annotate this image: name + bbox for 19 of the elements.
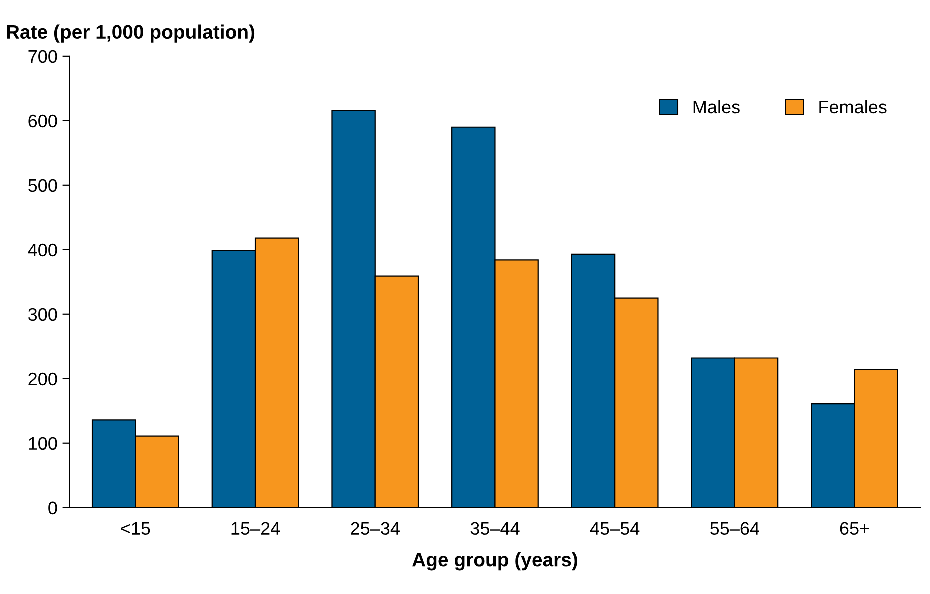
x-tick-label: 25–34	[351, 522, 400, 536]
x-tick-label: <15	[121, 522, 150, 536]
x-tick-label: 55–64	[710, 522, 760, 536]
legend-label: Males	[694, 100, 740, 114]
y-tick-label: 0	[48, 502, 58, 515]
x-axis-title: Age group (years)	[412, 552, 578, 571]
y-tick-label: 200	[28, 372, 58, 386]
y-tick-label: 700	[28, 50, 58, 64]
x-tick-label: 15–24	[232, 522, 280, 536]
legend-label: Females	[820, 100, 887, 114]
y-tick-label: 400	[28, 244, 58, 257]
y-axis-title: Rate (per 1,000 population)	[7, 24, 255, 43]
x-tick-label: 65+	[840, 522, 870, 536]
y-tick-label: 500	[28, 179, 58, 192]
x-tick-label: 35–44	[470, 522, 520, 536]
x-tick-label: 45–54	[590, 522, 640, 536]
y-tick-label: 300	[28, 308, 58, 322]
y-tick-label: 100	[29, 437, 58, 450]
y-tick-label: 600	[28, 114, 58, 128]
